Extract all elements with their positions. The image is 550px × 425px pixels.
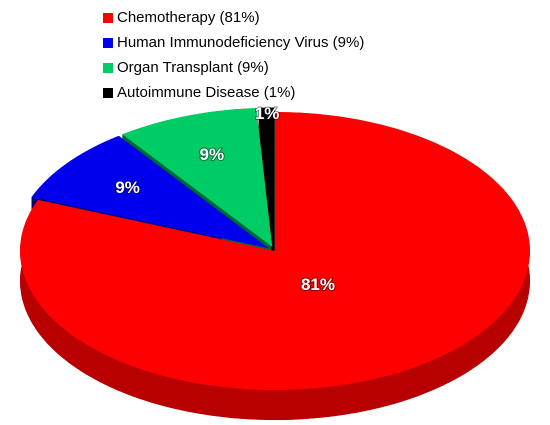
slice bbox=[31, 135, 269, 249]
legend-label: Autoimmune Disease (1%) bbox=[117, 84, 295, 101]
value-label: 81% bbox=[301, 275, 335, 294]
legend-swatch bbox=[103, 13, 113, 23]
value-label: 9% bbox=[200, 145, 225, 164]
slice bbox=[19, 112, 531, 390]
legend-label: Organ Transplant (9%) bbox=[117, 59, 269, 76]
legend-swatch bbox=[103, 38, 113, 48]
legend-swatch bbox=[103, 88, 113, 98]
slice bbox=[122, 108, 273, 247]
slice bbox=[258, 107, 275, 247]
legend-label: Chemotherapy (81%) bbox=[117, 9, 260, 26]
legend-label: Human Immunodeficiency Virus (9%) bbox=[117, 34, 364, 51]
legend-swatch bbox=[103, 63, 113, 73]
value-label: 9% bbox=[115, 178, 140, 197]
value-label: 1% bbox=[255, 104, 280, 123]
